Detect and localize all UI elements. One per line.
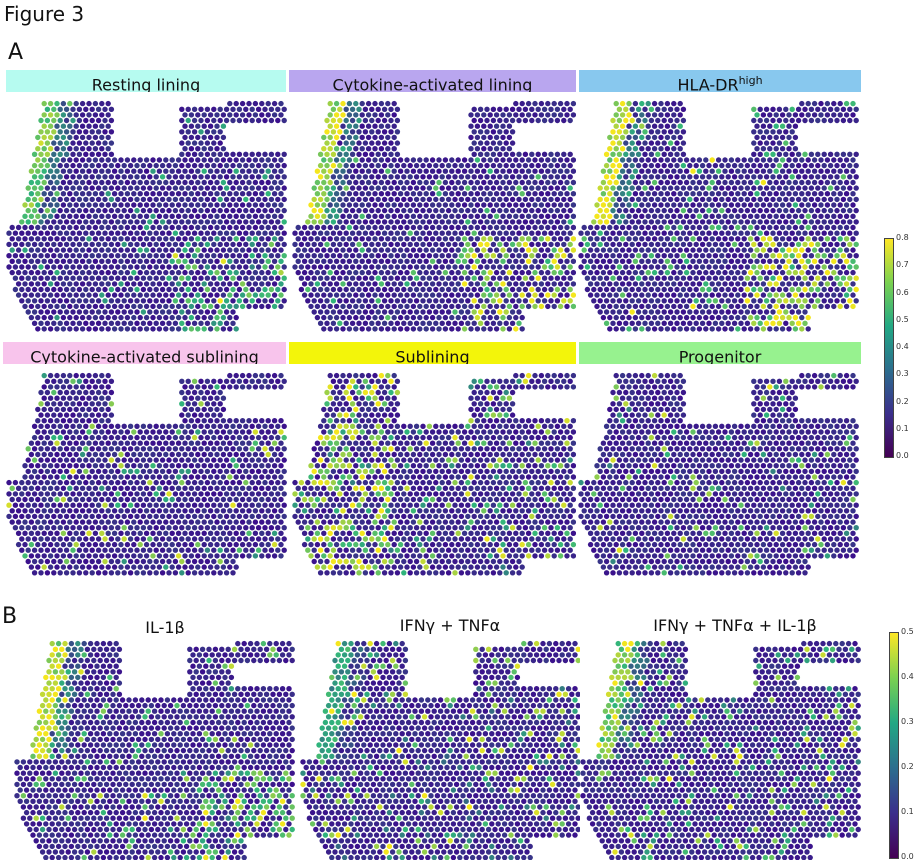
colorbar-a-tick-label: 0.2 (896, 396, 909, 406)
spatial-map-sublining (292, 366, 576, 578)
header-hla-dr-high: HLA-DRhigh (579, 70, 861, 92)
colorbar-b-tick-label: 0.2 (901, 762, 914, 771)
colorbar-b-tick-label: 0.0 (901, 852, 914, 861)
colorbar-b-tick-label: 0.5 (901, 627, 914, 636)
spatial-map-resting-lining (6, 94, 288, 334)
colorbar-a-tick-label: 0.4 (896, 342, 909, 351)
spatial-map-cytokine-activated-lining (292, 94, 576, 334)
header-cytokine-activated-lining: Cytokine-activated lining (289, 70, 576, 92)
colorbar-a-tick-label: 0.6 (896, 287, 909, 297)
header-ifng-tnfa-il1b: IFNγ + TNFα + IL-1β (653, 616, 817, 635)
colorbar-b-tick-label: 0.1 (901, 807, 914, 816)
header-resting-lining: Resting lining (6, 70, 286, 92)
colorbar-b-tick-label: 0.4 (901, 672, 914, 681)
header-ifng-tnfa: IFNγ + TNFα (399, 616, 501, 635)
spatial-map-ifng-tnfa-il1b (580, 634, 862, 860)
spatial-map-progenitor (578, 366, 860, 578)
header-cytokine-activated-sublining: Cytokine-activated sublining (3, 342, 286, 364)
colorbar-a-tick-label: 0.3 (896, 369, 909, 379)
spatial-map-il1b (14, 634, 296, 860)
colorbar-a (884, 238, 894, 458)
colorbar-a-tick-label: 0.5 (896, 314, 909, 324)
colorbar-b-tick-label: 0.3 (901, 717, 914, 726)
colorbar-a-tick-label: 0.8 (896, 233, 909, 242)
header-progenitor: Progenitor (579, 342, 861, 364)
figure-title: Figure 3 (4, 2, 85, 26)
spatial-map-cytokine-activated-sublining (6, 366, 288, 578)
spatial-map-hla-dr-high (578, 94, 860, 334)
colorbar-a-tick-label: 0.0 (896, 451, 909, 460)
panel-letter-a: A (8, 40, 24, 65)
colorbar-a-tick-label: 0.7 (896, 260, 909, 270)
colorbar-b (889, 632, 899, 859)
panel-letter-b: B (2, 604, 18, 629)
header-sublining: Sublining (289, 342, 576, 364)
colorbar-a-tick-label: 0.1 (896, 423, 909, 433)
header-il1b: IL-1β (145, 618, 185, 637)
spatial-map-ifng-tnfa (300, 634, 582, 860)
